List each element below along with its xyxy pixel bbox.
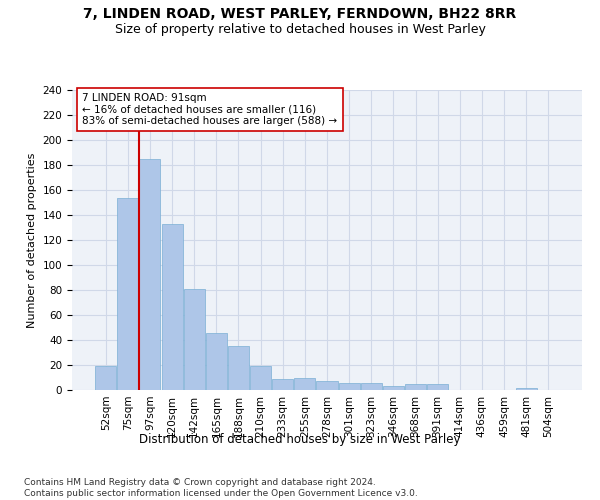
Bar bbox=[95, 366, 116, 390]
Bar bbox=[118, 198, 139, 390]
Bar bbox=[272, 379, 293, 390]
Bar bbox=[515, 388, 536, 390]
Bar bbox=[316, 381, 338, 390]
Text: 7, LINDEN ROAD, WEST PARLEY, FERNDOWN, BH22 8RR: 7, LINDEN ROAD, WEST PARLEY, FERNDOWN, B… bbox=[83, 8, 517, 22]
Bar bbox=[405, 384, 426, 390]
Bar bbox=[295, 378, 316, 390]
Text: Distribution of detached houses by size in West Parley: Distribution of detached houses by size … bbox=[139, 432, 461, 446]
Bar bbox=[383, 386, 404, 390]
Bar bbox=[161, 224, 182, 390]
Bar bbox=[427, 384, 448, 390]
Y-axis label: Number of detached properties: Number of detached properties bbox=[27, 152, 37, 328]
Bar bbox=[184, 289, 205, 390]
Bar bbox=[206, 332, 227, 390]
Bar bbox=[228, 346, 249, 390]
Bar bbox=[338, 382, 359, 390]
Bar bbox=[139, 159, 160, 390]
Text: Contains HM Land Registry data © Crown copyright and database right 2024.
Contai: Contains HM Land Registry data © Crown c… bbox=[24, 478, 418, 498]
Text: 7 LINDEN ROAD: 91sqm
← 16% of detached houses are smaller (116)
83% of semi-deta: 7 LINDEN ROAD: 91sqm ← 16% of detached h… bbox=[82, 93, 337, 126]
Text: Size of property relative to detached houses in West Parley: Size of property relative to detached ho… bbox=[115, 22, 485, 36]
Bar bbox=[250, 366, 271, 390]
Bar bbox=[361, 382, 382, 390]
